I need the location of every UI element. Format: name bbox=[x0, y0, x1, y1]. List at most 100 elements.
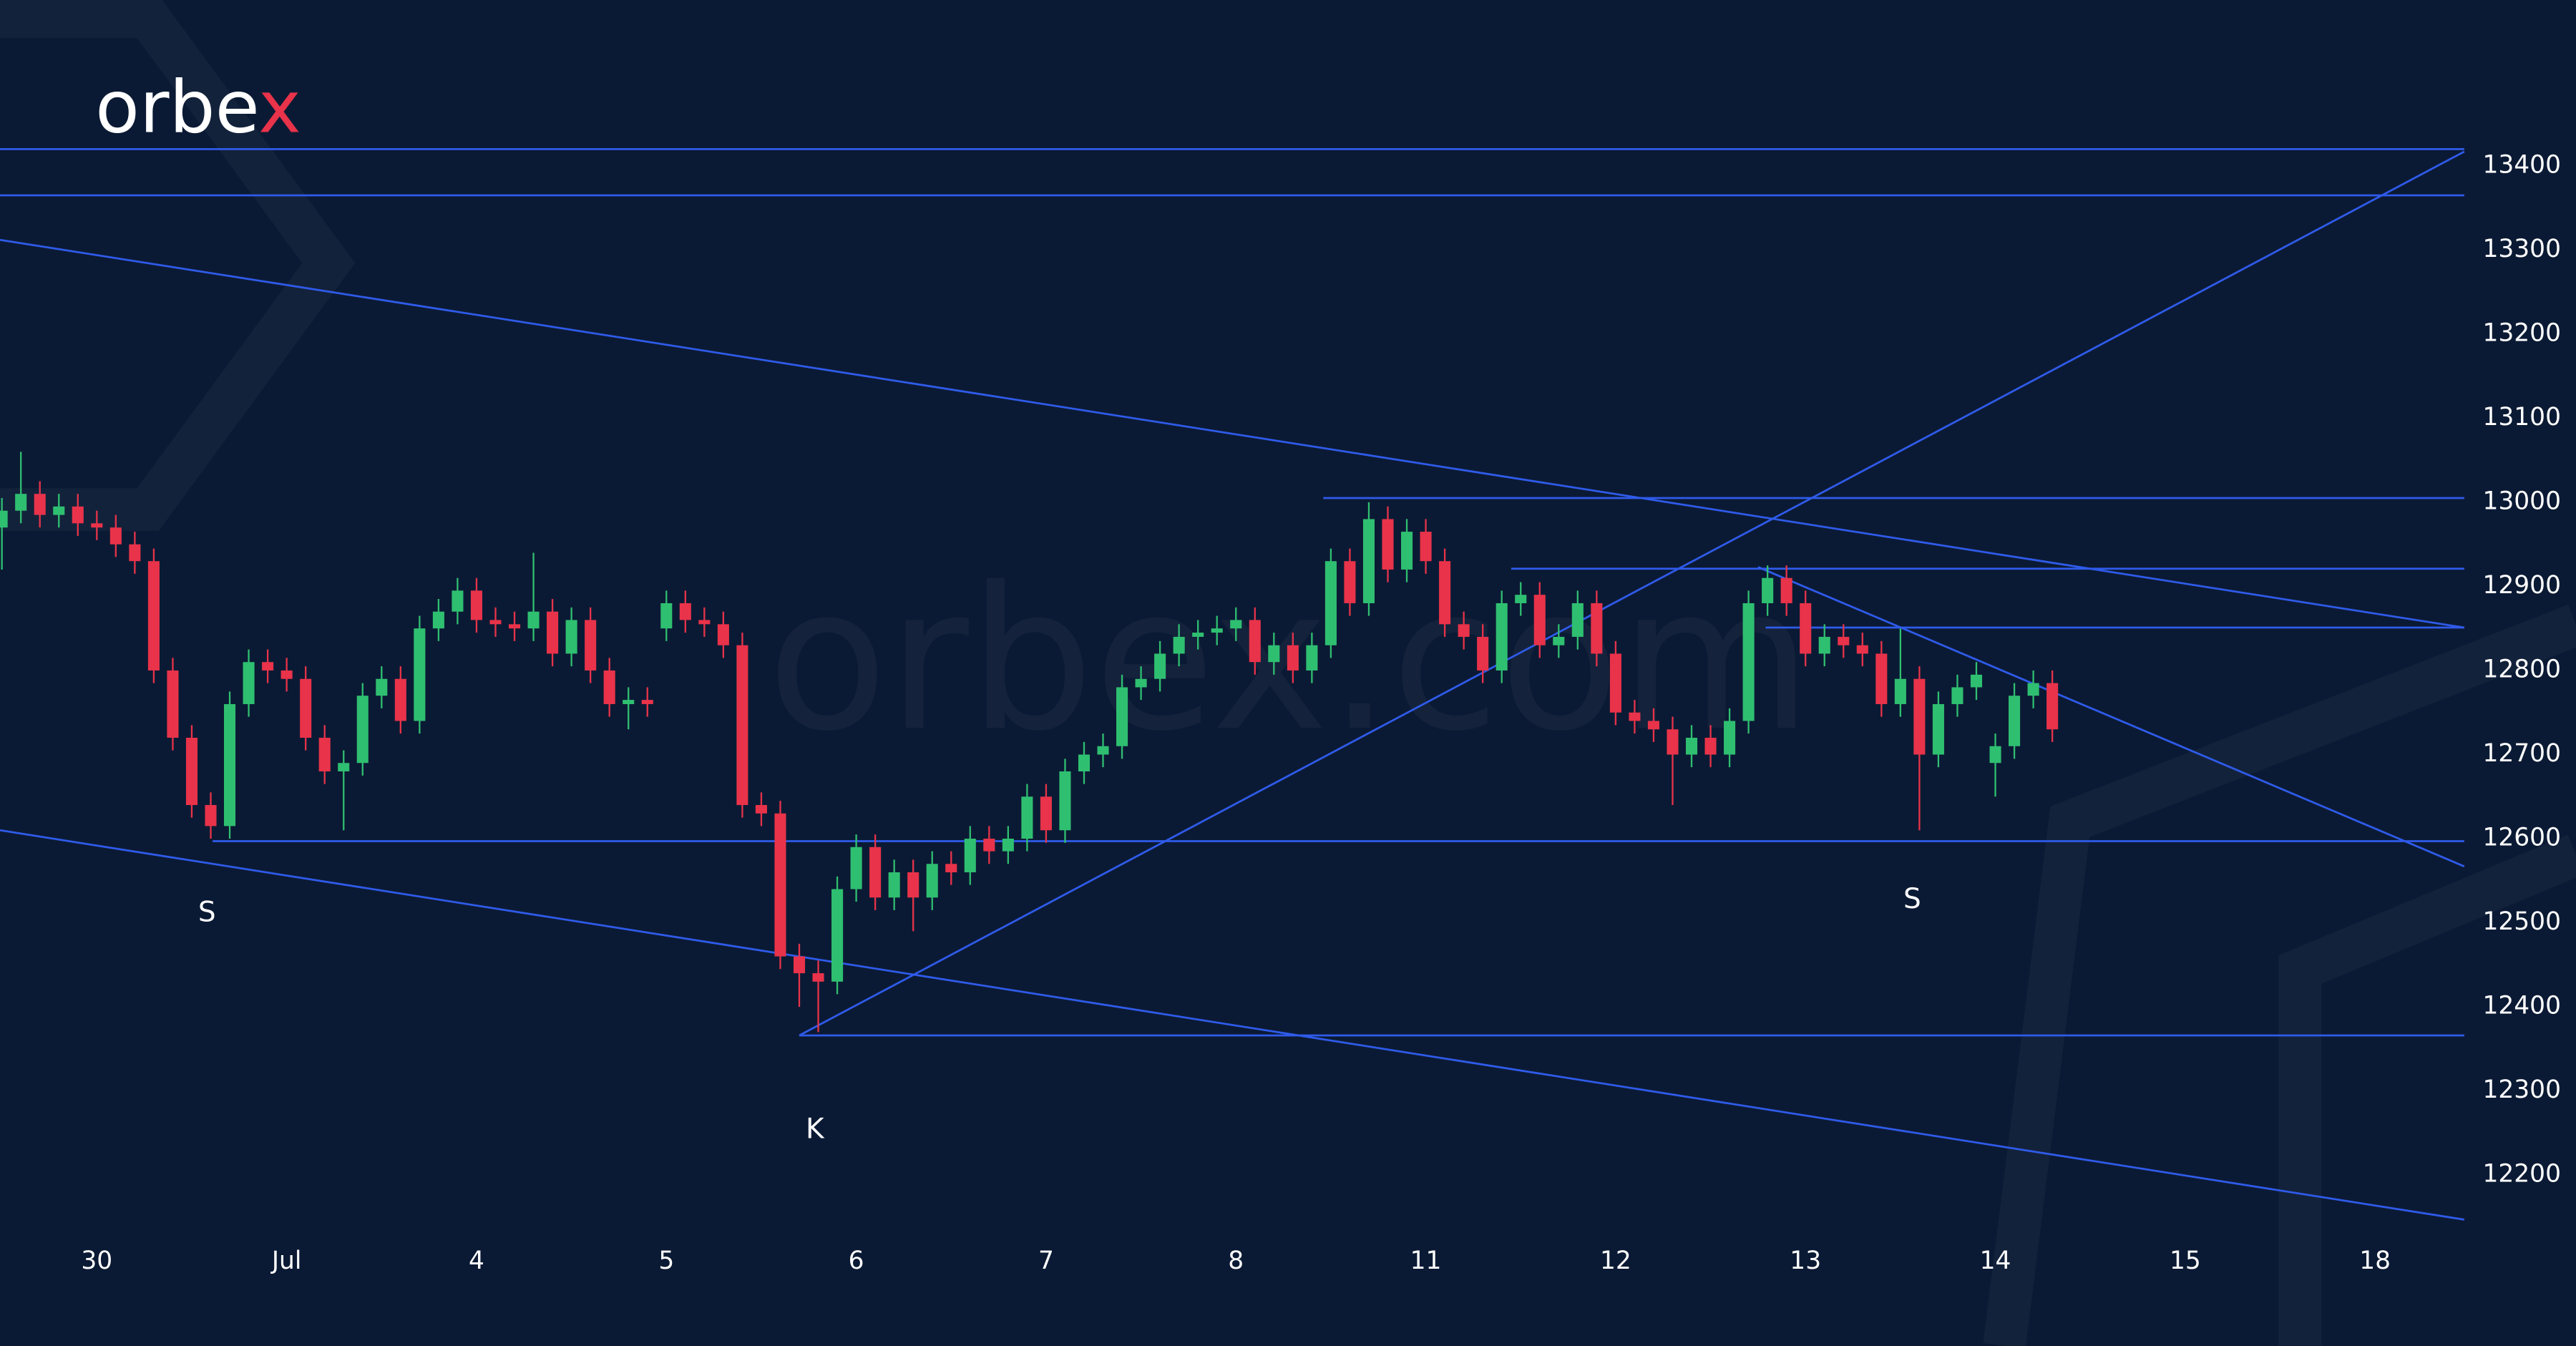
candle-body bbox=[755, 805, 767, 814]
candle-body bbox=[1230, 620, 1242, 629]
candle-body bbox=[1420, 532, 1432, 562]
candle-body bbox=[812, 973, 824, 982]
candle-body bbox=[641, 700, 653, 704]
candle-body bbox=[224, 703, 236, 826]
candle-body bbox=[1154, 653, 1166, 679]
trend-line bbox=[0, 238, 2465, 629]
candle-body bbox=[394, 678, 406, 721]
candle-body bbox=[262, 662, 274, 670]
candle-body bbox=[1458, 624, 1470, 637]
candle-body bbox=[1496, 603, 1508, 670]
candle-body bbox=[1838, 636, 1850, 645]
y-tick-label: 13200 bbox=[2482, 318, 2561, 347]
x-tick-label: 11 bbox=[1410, 1247, 1442, 1275]
candle-body bbox=[793, 956, 806, 974]
candle-body bbox=[603, 670, 615, 704]
candle-body bbox=[547, 611, 559, 654]
y-tick-label: 12700 bbox=[2482, 739, 2561, 768]
candle-body bbox=[1097, 746, 1109, 755]
y-tick-label: 13000 bbox=[2482, 487, 2561, 515]
candle-body bbox=[945, 864, 957, 873]
candle-body bbox=[1515, 595, 1527, 603]
candle-body bbox=[1685, 737, 1698, 755]
candle-body bbox=[926, 864, 938, 898]
candle-body bbox=[850, 847, 862, 889]
candle-body bbox=[1894, 678, 1906, 704]
y-tick-label: 12800 bbox=[2482, 655, 2561, 683]
candle-body bbox=[470, 590, 482, 620]
x-tick-label: 30 bbox=[81, 1247, 112, 1275]
candle-body bbox=[869, 847, 882, 898]
candle-body bbox=[432, 611, 444, 629]
candle-body bbox=[1344, 561, 1356, 603]
trend-line bbox=[0, 829, 2465, 1221]
trend-line bbox=[1757, 566, 2465, 868]
candle-body bbox=[280, 670, 293, 679]
candle-body bbox=[1477, 636, 1489, 670]
candle-body bbox=[205, 805, 217, 826]
candle-body bbox=[1704, 737, 1717, 755]
candle-body bbox=[565, 620, 577, 654]
candle-body bbox=[185, 737, 198, 806]
candle-body bbox=[2009, 696, 2021, 746]
candle-body bbox=[717, 624, 729, 645]
candle-body bbox=[1287, 645, 1299, 670]
candle-body bbox=[1021, 796, 1033, 839]
candle-body bbox=[1609, 653, 1621, 713]
annotation: K bbox=[806, 1113, 825, 1145]
x-tick-label: 15 bbox=[2170, 1247, 2201, 1275]
candle-body bbox=[1762, 577, 1774, 603]
candle-body bbox=[1211, 628, 1223, 633]
y-tick-label: 12900 bbox=[2482, 571, 2561, 600]
y-tick-label: 13400 bbox=[2482, 150, 2561, 179]
candle-body bbox=[1951, 687, 1963, 704]
candle-body bbox=[1439, 561, 1451, 625]
x-tick-label: 6 bbox=[849, 1247, 864, 1275]
x-tick-label: 18 bbox=[2359, 1247, 2391, 1275]
candle-body bbox=[414, 628, 426, 721]
candle-body bbox=[1400, 532, 1413, 570]
candle-body bbox=[53, 506, 65, 515]
candle-body bbox=[1856, 645, 1868, 654]
candle-body bbox=[91, 523, 103, 528]
x-tick-label: 12 bbox=[1600, 1247, 1631, 1275]
x-tick-label: 8 bbox=[1228, 1247, 1244, 1275]
y-tick-label: 12400 bbox=[2482, 992, 2561, 1020]
candle-body bbox=[1306, 645, 1318, 670]
candle-body bbox=[1970, 674, 1983, 688]
candle-body bbox=[527, 611, 540, 629]
candle-body bbox=[0, 510, 8, 528]
candle-body bbox=[356, 696, 369, 764]
annotation: S bbox=[198, 896, 216, 928]
candle-body bbox=[964, 839, 976, 873]
candle-body bbox=[489, 620, 502, 625]
y-tick-label: 12200 bbox=[2482, 1160, 2561, 1189]
candle-body bbox=[1059, 771, 1071, 831]
candle-body bbox=[243, 662, 255, 704]
candle-body bbox=[318, 737, 331, 772]
x-tick-label: 14 bbox=[1980, 1247, 2011, 1275]
annotation: S bbox=[1903, 883, 1921, 915]
x-tick-label: 7 bbox=[1038, 1247, 1054, 1275]
candle-body bbox=[585, 620, 597, 670]
candle-body bbox=[1040, 796, 1052, 831]
logo: orbex bbox=[95, 64, 301, 149]
candle-body bbox=[1533, 595, 1546, 645]
candle-body bbox=[623, 700, 635, 704]
candle-body bbox=[300, 678, 312, 738]
candle-body bbox=[1989, 746, 2001, 764]
candle-body bbox=[508, 624, 521, 629]
candle-body bbox=[888, 872, 900, 898]
trend-line bbox=[799, 150, 2465, 1037]
candle-body bbox=[831, 889, 844, 982]
x-tick-label: 13 bbox=[1790, 1247, 1821, 1275]
candle-body bbox=[907, 872, 919, 898]
candle-body bbox=[736, 645, 748, 806]
candle-body bbox=[1249, 620, 1261, 663]
candle-body bbox=[452, 590, 464, 612]
candle-body bbox=[1800, 603, 1812, 654]
x-tick-label: 5 bbox=[658, 1247, 674, 1275]
candle-body bbox=[1913, 678, 1926, 755]
